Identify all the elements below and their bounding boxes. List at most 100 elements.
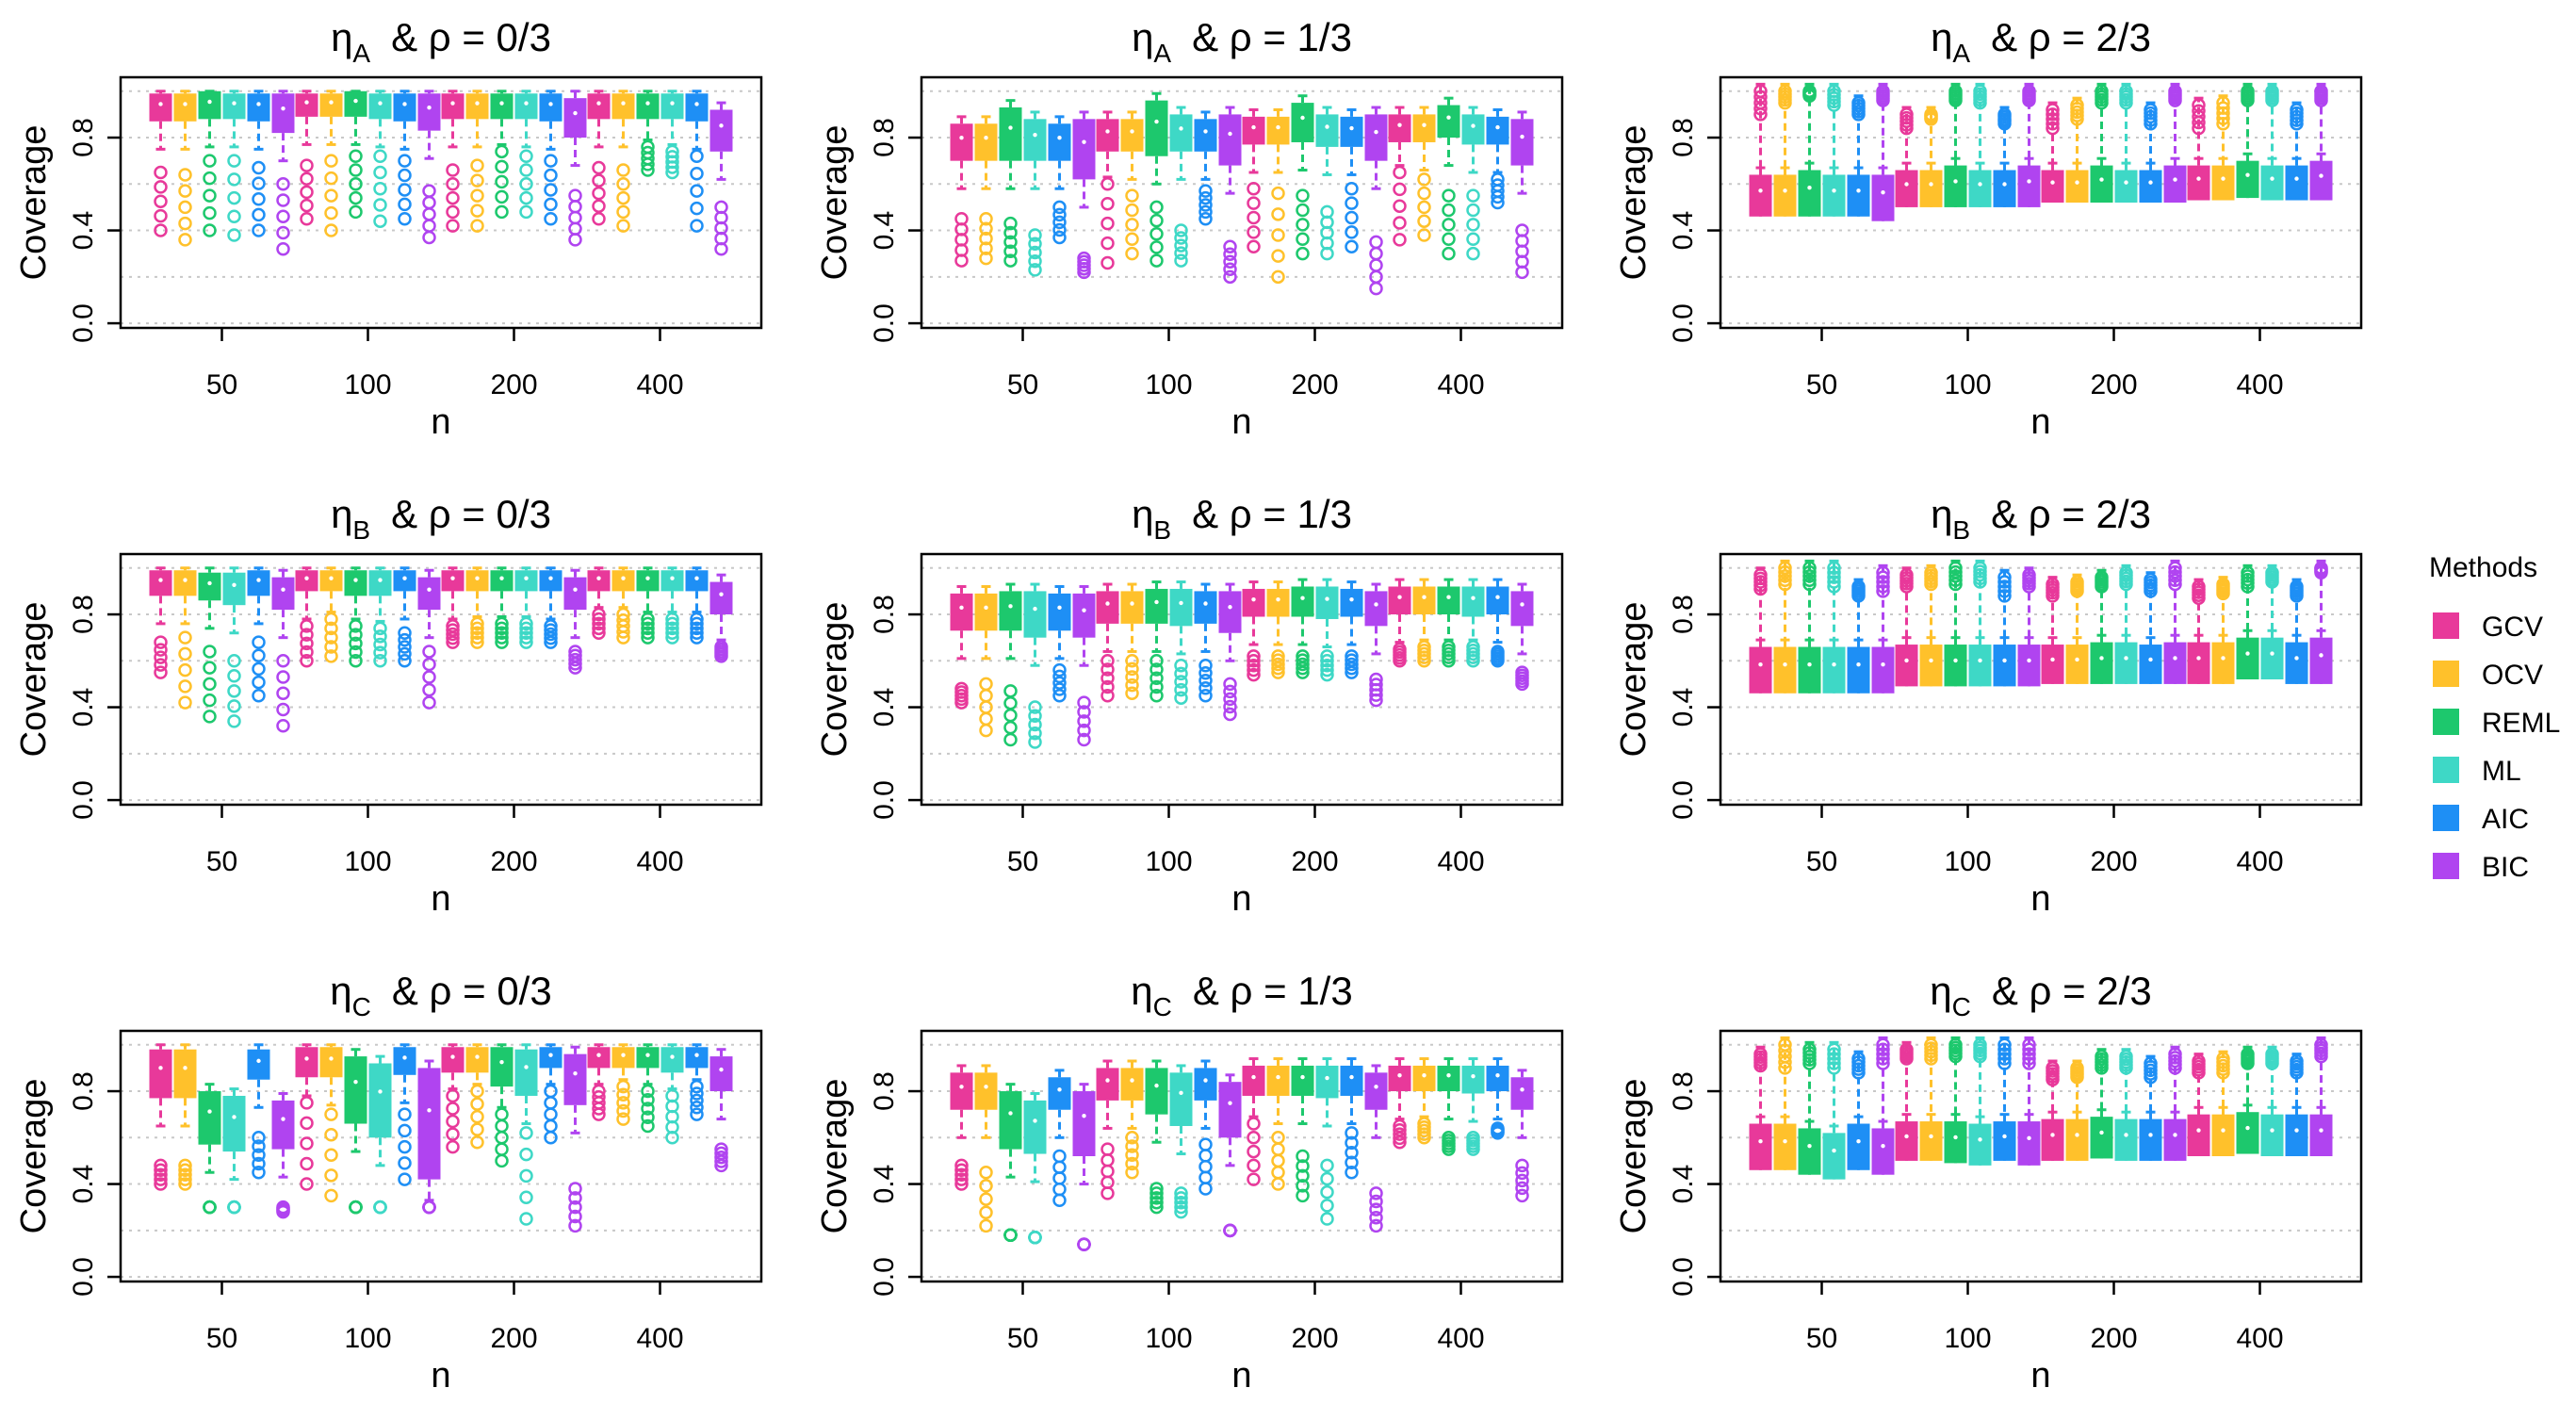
outlier-point — [690, 626, 704, 640]
box-gcv — [587, 1047, 611, 1069]
outlier-point — [1247, 667, 1261, 682]
outlier-point — [398, 1139, 412, 1154]
box-aic — [1340, 116, 1363, 147]
box-reml — [1944, 165, 1967, 207]
box-aic — [1486, 116, 1509, 145]
y-axis-label: Coverage — [815, 1079, 855, 1234]
outlier-point — [276, 654, 290, 668]
outlier-point — [592, 173, 606, 188]
outlier-point — [495, 621, 509, 636]
outlier-point — [1125, 654, 1139, 668]
outlier-point — [665, 630, 679, 645]
outlier-point — [690, 1086, 704, 1101]
outlier-point — [1876, 570, 1890, 584]
outlier-point — [665, 150, 679, 164]
outlier-point — [544, 197, 558, 212]
outlier-point — [203, 205, 217, 220]
title-rest: & ρ = 2/3 — [1991, 15, 2151, 59]
median-dot — [1856, 662, 1861, 667]
outlier-point — [1247, 658, 1261, 673]
outlier-point — [1778, 84, 1792, 99]
panel-title: ηA & ρ = 2/3 — [1931, 15, 2151, 68]
outlier-point — [2241, 84, 2255, 99]
outlier-point — [349, 1200, 363, 1215]
median-dot — [2002, 182, 2007, 187]
box-bic — [1510, 1077, 1534, 1110]
outlier-point — [178, 1163, 192, 1178]
outlier-point — [1052, 682, 1067, 696]
outlier-point — [203, 1200, 217, 1215]
outlier-point — [616, 612, 630, 628]
median-dot — [256, 1058, 261, 1064]
box-aic — [1194, 591, 1217, 624]
outlier-point — [616, 607, 630, 622]
outlier-point — [2046, 107, 2060, 122]
outlier-point — [1296, 1179, 1310, 1193]
outlier-point — [1149, 240, 1164, 254]
outlier-point — [470, 188, 484, 203]
outlier-point — [252, 648, 266, 663]
box-gcv — [295, 93, 318, 117]
median-dot — [1276, 124, 1280, 130]
outlier-point — [252, 688, 266, 703]
box-reml — [2236, 160, 2259, 199]
outlier-point — [1802, 564, 1817, 580]
outlier-point — [324, 1148, 338, 1163]
outlier-point — [300, 645, 314, 660]
outlier-point — [1753, 567, 1768, 582]
outlier-point — [665, 626, 679, 640]
outlier-point — [470, 626, 484, 640]
outlier-point — [1223, 684, 1237, 699]
box-gcv — [2187, 1114, 2210, 1156]
median-dot — [1422, 1073, 1427, 1078]
outlier-point — [252, 1131, 266, 1145]
plot-frame — [119, 552, 763, 807]
outlier-point — [1174, 691, 1188, 705]
box-ml — [1822, 646, 1846, 694]
outlier-point — [544, 1084, 558, 1099]
median-dot — [2099, 656, 2104, 661]
x-tick-label: 400 — [2236, 1323, 2283, 1354]
outlier-point — [227, 1200, 241, 1215]
outlier-point — [1223, 247, 1237, 262]
median-dot — [719, 592, 724, 596]
box-gcv — [2041, 1118, 2064, 1161]
outlier-point — [1223, 677, 1237, 692]
outlier-point — [568, 1182, 582, 1196]
box-reml — [490, 93, 514, 120]
outlier-point — [1101, 654, 1115, 668]
outlier-point — [1997, 1047, 2012, 1061]
median-dot — [427, 587, 432, 592]
outlier-point — [495, 159, 509, 174]
median-dot — [621, 101, 626, 106]
median-dot — [1495, 595, 1500, 599]
box-aic — [2285, 1114, 2308, 1156]
box-ml — [1461, 114, 1485, 145]
median-dot — [1856, 188, 1861, 193]
y-tick-label: 0.4 — [869, 211, 900, 251]
outlier-point — [519, 177, 533, 191]
outlier-point — [1296, 203, 1310, 218]
outlier-point — [1948, 569, 1963, 583]
outlier-point — [227, 190, 241, 205]
outlier-point — [616, 177, 630, 191]
outlier-point — [2241, 565, 2255, 580]
box-bic — [2163, 1118, 2187, 1161]
outlier-point — [470, 1084, 484, 1099]
outlier-point — [544, 1107, 558, 1121]
methods-legend: Methods GCV OCV REML ML AIC BIC — [2429, 552, 2560, 883]
box-ocv — [2211, 1114, 2235, 1156]
outlier-point — [2192, 104, 2206, 118]
median-dot — [1807, 662, 1812, 667]
x-tick-label: 400 — [2236, 846, 2283, 877]
median-dot — [158, 102, 163, 106]
outlier-point — [1101, 177, 1115, 191]
outlier-point — [690, 184, 704, 198]
outlier-point — [1101, 1153, 1115, 1167]
outlier-point — [568, 188, 582, 203]
outlier-point — [1247, 181, 1261, 196]
outlier-point — [1491, 172, 1505, 187]
outlier-point — [227, 154, 241, 168]
x-axis-label: n — [1231, 402, 1251, 442]
